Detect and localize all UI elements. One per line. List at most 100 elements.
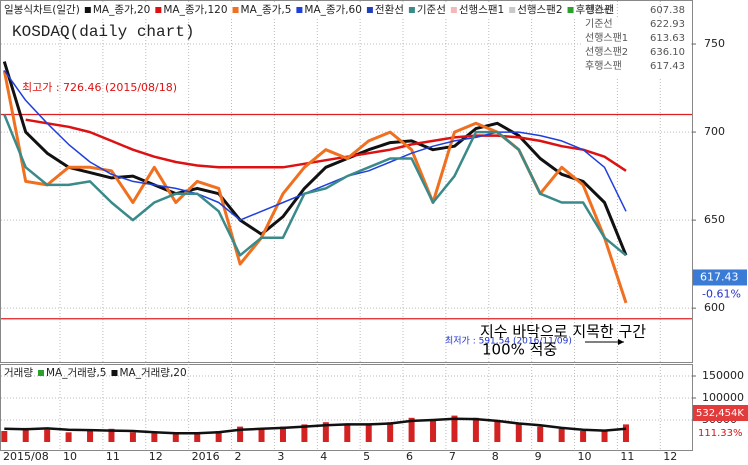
box-label: 선행스팬2	[585, 46, 628, 58]
volume-bar	[472, 417, 479, 442]
x-tick-label: 9	[535, 450, 542, 463]
volume-bar	[301, 424, 308, 442]
legend-label: MA_거래량,20	[119, 367, 186, 379]
volume-bar	[1, 431, 8, 442]
change-label: -0.61%	[702, 287, 741, 300]
x-tick-label: 5	[363, 450, 370, 463]
box-value: 613.63	[650, 33, 685, 44]
volume-bar	[65, 432, 72, 442]
volume-bar	[108, 428, 115, 442]
series-line	[2, 61, 628, 256]
x-tick-label: 11	[620, 450, 634, 463]
box-label: 전환선	[585, 4, 613, 16]
y-tick-label: 100000	[702, 391, 744, 404]
x-tick-label: 6	[406, 450, 413, 463]
volume-bar	[129, 432, 136, 442]
annotation-note: 지수 바닥으로 지목한 구간	[480, 323, 646, 341]
legend: 일봉식차트(일간) MA_종가,20 MA_종가,120 MA_종가,5 MA_종가,6…	[2, 2, 614, 379]
volume-bar	[580, 431, 587, 442]
legend-label: 선행스팬2	[517, 4, 562, 16]
volume-bar	[622, 424, 629, 442]
ichimoku-box: 전환선 607.38 기준선 622.93 선행스팬1 613.63 선행스팬2 636.10…	[582, 4, 690, 77]
series-line	[3, 69, 627, 221]
legend-swatch	[296, 7, 303, 13]
volume-bar	[344, 424, 351, 442]
arrow-head	[618, 339, 624, 345]
x-tick-label: 2016	[192, 450, 220, 463]
plot	[1, 61, 692, 442]
volume-bar	[194, 433, 201, 442]
volume-bar	[601, 429, 608, 442]
box-value: 636.10	[650, 47, 685, 58]
volume-bar	[365, 425, 372, 442]
x-tick-label: 10	[578, 450, 592, 463]
x-tick-label: 2	[235, 450, 242, 463]
y-tick-label: 700	[704, 125, 725, 138]
box-label: 선행스팬1	[585, 32, 628, 44]
volume-tag-label: 532,454K	[696, 408, 744, 419]
price-tag-label: 617.43	[700, 270, 739, 283]
box-value: 617.43	[650, 61, 685, 72]
legend-label: 일봉식차트(일간)	[4, 3, 80, 16]
legend-swatch	[84, 7, 91, 13]
volume-bar	[494, 420, 501, 442]
legend-label: MA_거래량,5	[46, 367, 107, 379]
legend-label: MA_종가,120	[163, 4, 227, 16]
x-tick-label: 11	[106, 450, 120, 463]
x-tick-label: 7	[449, 450, 456, 463]
volume-bar	[279, 426, 286, 442]
legend-swatch	[450, 7, 457, 13]
volume-bar	[258, 428, 265, 442]
x-tick-label: 12	[663, 450, 677, 463]
legend-swatch	[567, 7, 574, 13]
volume-bar	[215, 431, 222, 442]
volume-bar	[408, 417, 415, 442]
legend-label: MA_종가,20	[93, 4, 151, 16]
volume-bar	[430, 420, 437, 442]
x-tick-label: 10	[63, 450, 77, 463]
y-tick-label: 650	[704, 213, 725, 226]
volume-bar	[87, 431, 94, 442]
volume-bar	[515, 424, 522, 442]
volume-bar	[451, 415, 458, 442]
legend-label: MA_종가,60	[304, 4, 362, 16]
y-tick-label: 600	[704, 301, 725, 314]
volume-ratio: 111.33%	[698, 428, 743, 439]
legend-bg	[2, 2, 580, 18]
volume-ma-line	[4, 417, 627, 435]
box-value: 622.93	[650, 19, 685, 30]
x-tick-label: 8	[492, 450, 499, 463]
box-bg	[582, 19, 690, 77]
volume-bar	[22, 427, 29, 442]
y-tick-label: 150000	[702, 369, 744, 382]
x-tick-label: 3	[277, 450, 284, 463]
x-tick-label: 12	[149, 450, 163, 463]
price-panel	[0, 0, 693, 363]
legend-swatch	[408, 7, 415, 13]
series-line	[3, 114, 627, 257]
legend-swatch	[366, 7, 373, 13]
x-tick-label: 4	[320, 450, 327, 463]
price-tag	[693, 269, 747, 286]
annotation-low: 최저가 : 591.54 (2016/11/09)	[445, 336, 572, 347]
volume-bar	[151, 433, 158, 442]
volume-panel	[0, 364, 693, 451]
legend-swatch	[509, 7, 516, 13]
series-line	[25, 118, 627, 172]
legend-label: 후행스팬	[576, 4, 615, 16]
volume-bar	[322, 422, 329, 442]
legend-swatch	[155, 7, 162, 13]
volume-tag	[693, 405, 748, 421]
x-tick-label: 2015/08	[3, 450, 49, 463]
legend-label: 선행스팬1	[459, 4, 504, 16]
volume-bar	[558, 428, 565, 442]
legend-label: 거래량	[4, 367, 33, 379]
legend-label: MA_종가,5	[241, 4, 292, 16]
legend-swatch	[111, 370, 118, 376]
y-tick-label: 750	[704, 37, 725, 50]
annotation-high: 최고가 : 726.46 (2015/08/18)	[22, 81, 177, 94]
chart-title: KOSDAQ(daily chart)	[12, 23, 194, 41]
